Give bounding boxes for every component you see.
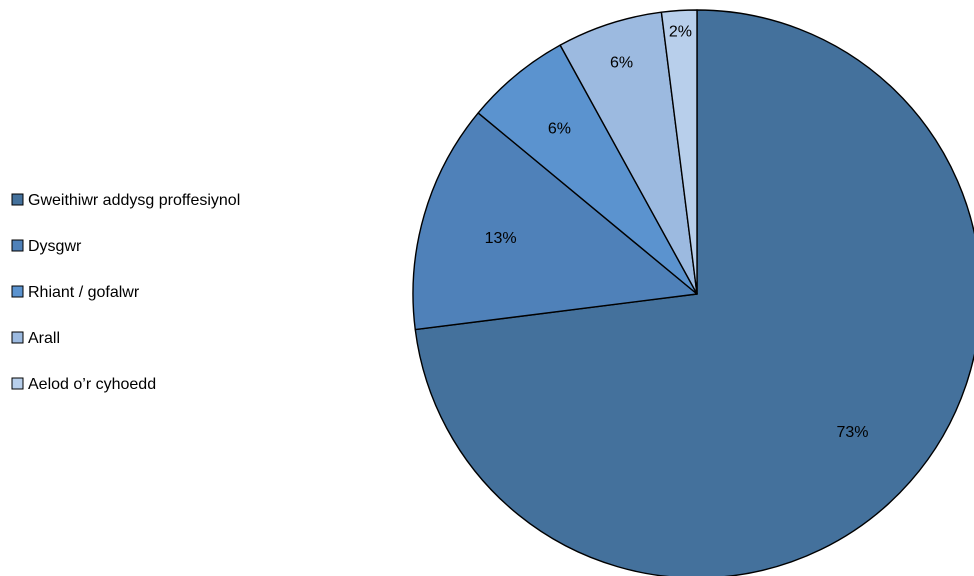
legend-item-5: Aelod o’r cyhoedd	[11, 376, 156, 393]
data-label-3: 6%	[548, 121, 571, 138]
pie-slice-1	[414, 9, 974, 576]
legend-item-3: Rhiant / gofalwr	[11, 284, 140, 301]
legend-item-4: Arall	[11, 330, 60, 347]
pie-slice-5	[660, 9, 698, 295]
pie-slice-2	[412, 112, 698, 331]
legend-label-2: Dysgwr	[28, 238, 82, 255]
legend-label-5: Aelod o’r cyhoedd	[28, 376, 156, 393]
legend-swatch-4	[11, 331, 24, 344]
legend-swatch-5	[11, 377, 24, 390]
data-label-1: 73%	[836, 424, 868, 441]
legend-item-1: Gweithiwr addysg proffesiynol	[11, 192, 240, 209]
legend-item-2: Dysgwr	[11, 238, 82, 255]
legend-label-3: Rhiant / gofalwr	[28, 284, 140, 301]
data-label-4: 6%	[610, 55, 633, 72]
pie-slices	[412, 9, 974, 576]
legend-swatch-2	[11, 239, 24, 252]
legend-label-1: Gweithiwr addysg proffesiynol	[28, 192, 240, 209]
chart-legend: Gweithiwr addysg proffesiynol Dysgwr Rhian…	[11, 192, 240, 393]
data-label-5: 2%	[669, 23, 692, 40]
legend-swatch-3	[11, 285, 24, 298]
legend-swatch-1	[11, 193, 24, 206]
data-label-2: 13%	[485, 230, 517, 247]
legend-label-4: Arall	[28, 330, 60, 347]
pie-data-labels: 73% 13% 6% 6% 2%	[485, 23, 869, 441]
